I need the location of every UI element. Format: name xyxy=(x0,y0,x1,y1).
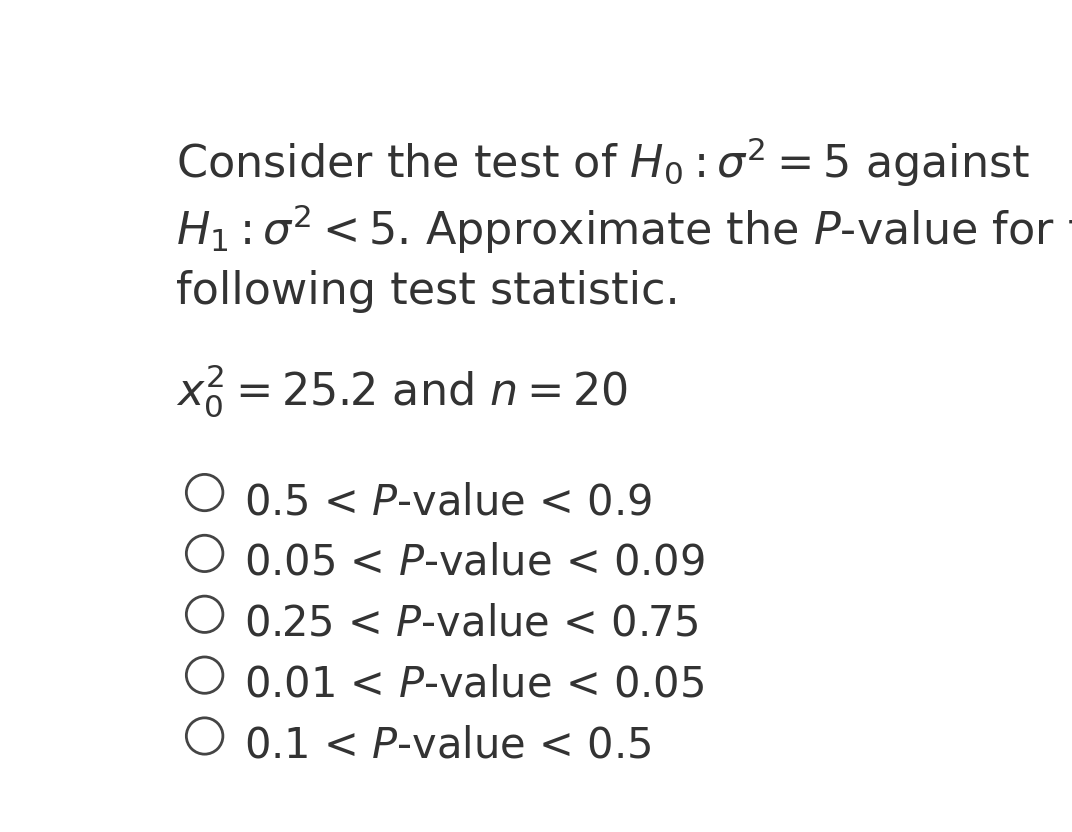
Text: $x_0^2 = 25.2$ and $n = 20$: $x_0^2 = 25.2$ and $n = 20$ xyxy=(176,363,628,419)
Text: $H_1 : \sigma^2 < 5$. Approximate the $P$-value for the: $H_1 : \sigma^2 < 5$. Approximate the $P… xyxy=(176,202,1072,256)
Text: Consider the test of $H_0 : \sigma^2 = 5$ against: Consider the test of $H_0 : \sigma^2 = 5… xyxy=(176,135,1029,189)
Text: 0.5 < $P$-value < 0.9: 0.5 < $P$-value < 0.9 xyxy=(243,481,652,523)
Text: 0.01 < $P$-value < 0.05: 0.01 < $P$-value < 0.05 xyxy=(243,664,704,706)
Text: 0.25 < $P$-value < 0.75: 0.25 < $P$-value < 0.75 xyxy=(243,602,699,645)
Text: 0.1 < $P$-value < 0.5: 0.1 < $P$-value < 0.5 xyxy=(243,725,651,766)
Text: 0.05 < $P$-value < 0.09: 0.05 < $P$-value < 0.09 xyxy=(243,542,704,584)
Text: following test statistic.: following test statistic. xyxy=(176,270,680,313)
